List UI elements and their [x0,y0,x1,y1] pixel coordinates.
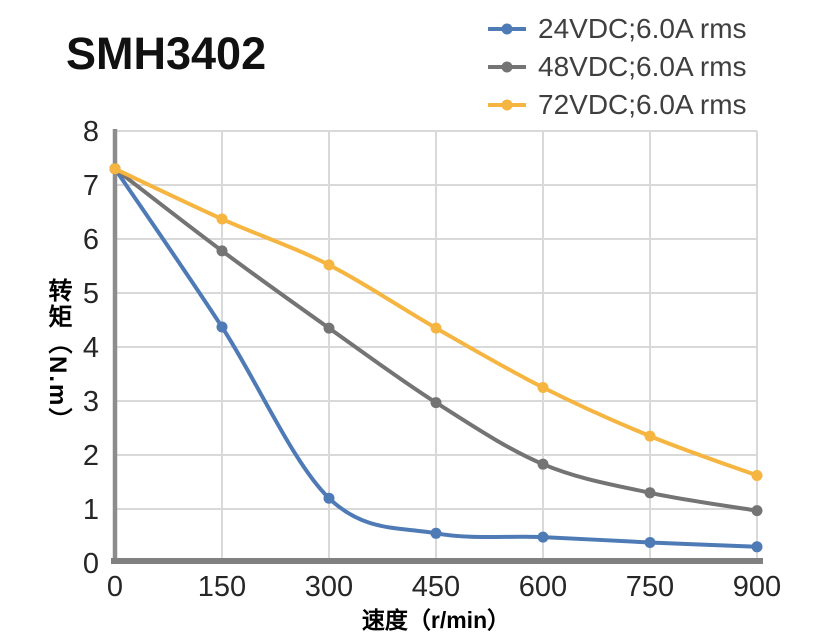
data-point-48vdc-6-0a-rms [216,245,228,257]
series-marker-icon [488,99,526,110]
y-tick-label: 6 [83,224,99,256]
data-point-72vdc-6-0a-rms [216,213,228,225]
data-point-24vdc-6-0a-rms [537,531,549,543]
legend-label: 72VDC;6.0A rms [538,88,747,120]
axis-tick-labels: 0 150 300 450 600 750 900 0 1 2 3 4 5 6 7 8 [83,116,781,603]
legend: 24VDC;6.0A rms 48VDC;6.0A rms 72VDC;6.0A r… [488,12,747,121]
x-tick-label: 150 [198,571,246,603]
y-tick-label: 3 [83,386,99,418]
series-marker-icon [488,23,526,34]
data-point-24vdc-6-0a-rms [751,541,763,553]
series-marker-icon [488,61,526,72]
x-tick-label: 600 [519,571,567,603]
data-point-48vdc-6-0a-rms [644,487,656,499]
legend-item-24vdc-6-0a-rms: 24VDC;6.0A rms [488,12,747,45]
data-point-72vdc-6-0a-rms [537,382,549,393]
y-tick-label: 4 [83,332,99,364]
data-point-24vdc-6-0a-rms [323,492,335,504]
chart-title: SMH3402 [66,28,267,79]
legend-label: 48VDC;6.0A rms [538,50,747,82]
data-point-72vdc-6-0a-rms [644,430,656,442]
data-point-72vdc-6-0a-rms [323,259,335,271]
x-tick-label: 0 [107,571,123,603]
y-tick-label: 8 [83,116,99,148]
legend-item-72vdc-6-0a-rms: 72VDC;6.0A rms [488,88,747,121]
y-tick-label: 1 [83,494,99,526]
gridlines [115,130,758,563]
data-point-48vdc-6-0a-rms [537,458,549,470]
data-point-72vdc-6-0a-rms [109,163,121,175]
data-point-48vdc-6-0a-rms [323,322,335,334]
x-tick-label: 450 [412,571,460,603]
y-axis-label: 转矩（N.m） [44,278,71,434]
data-point-48vdc-6-0a-rms [430,397,442,409]
x-tick-label: 300 [305,571,353,603]
y-tick-label: 7 [83,170,99,202]
x-tick-label: 750 [626,571,674,603]
data-point-72vdc-6-0a-rms [430,322,442,334]
data-point-24vdc-6-0a-rms [216,321,228,333]
legend-label: 24VDC;6.0A rms [538,12,747,44]
data-point-24vdc-6-0a-rms [644,536,656,548]
series-72vdc-6-0a-rms [109,163,763,482]
data-point-48vdc-6-0a-rms [751,505,763,517]
data-point-24vdc-6-0a-rms [430,527,442,539]
y-tick-label: 0 [83,548,99,580]
legend-item-48vdc-6-0a-rms: 48VDC;6.0A rms [488,50,747,83]
y-tick-label: 5 [83,278,99,310]
x-tick-label: 900 [733,571,781,603]
y-tick-label: 2 [83,440,99,472]
x-axis-label: 速度（r/min） [361,607,511,633]
data-point-72vdc-6-0a-rms [751,470,763,482]
